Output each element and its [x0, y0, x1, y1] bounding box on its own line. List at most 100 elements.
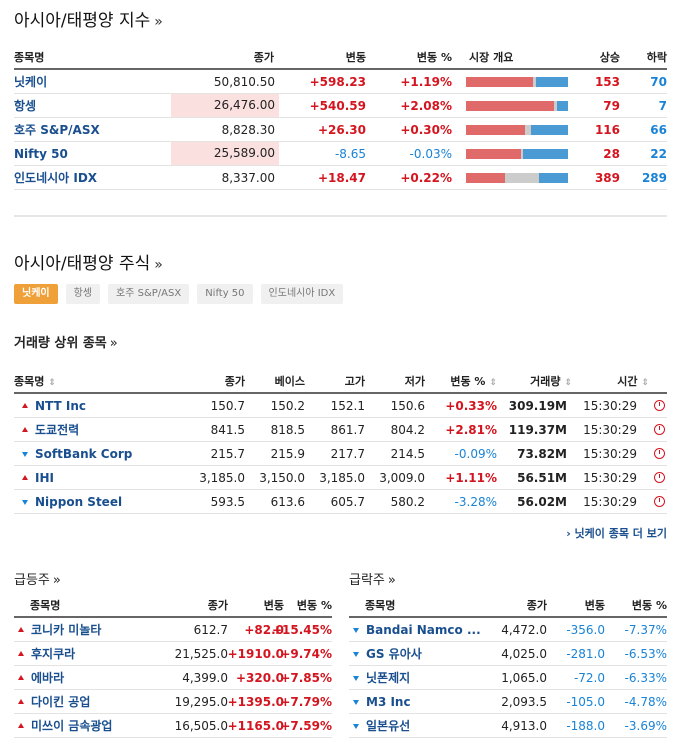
stock-name-cell[interactable]: NTT Inc — [22, 399, 86, 413]
index-name-link[interactable]: Nifty 50 — [14, 146, 68, 161]
arrow-down-icon — [22, 451, 28, 457]
stock-name-cell[interactable]: 후지쿠라 — [18, 645, 75, 662]
stock-row[interactable]: SoftBank Corp 215.7 215.9 217.7 214.5 -0.09% 7… — [14, 442, 667, 466]
clock-icon — [654, 472, 665, 483]
stock-name-link[interactable]: 일본유선 — [366, 719, 411, 733]
stock-name-cell[interactable]: 다이킨 공업 — [18, 693, 90, 710]
index-pct: +0.22% — [400, 170, 452, 185]
volume-title-text: 거래량 상위 종목 — [14, 336, 107, 351]
stock-name-cell[interactable]: Bandai Namco ... — [353, 623, 481, 637]
index-row[interactable]: 인도네시아 IDX 8,337.00 +18.47 +0.22% 389 289 — [14, 166, 667, 190]
tab-market[interactable]: 인도네시아 IDX — [260, 284, 344, 304]
index-row[interactable]: Nifty 50 25,589.00 -8.65 -0.03% 28 22 — [14, 142, 667, 166]
volume-leaders-title[interactable]: 거래량 상위 종목» — [14, 332, 118, 351]
losers-title[interactable]: 급락주» — [349, 569, 396, 588]
stock-name-link[interactable]: NTT Inc — [35, 398, 86, 413]
stock-pct: -6.33% — [624, 670, 667, 685]
stock-time: 15:30:29 — [583, 422, 637, 437]
gainer-row[interactable]: 미쓰이 금속광업 16,505.0 +1165.0 +7.59% — [14, 714, 332, 738]
stock-change: +1165.0 — [227, 718, 284, 733]
market-breadth-down-bar — [536, 77, 568, 87]
stock-name-cell[interactable]: GS 유아사 — [353, 645, 422, 662]
stock-name-cell[interactable]: M3 Inc — [353, 695, 411, 709]
stock-name-link[interactable]: 후지쿠라 — [31, 647, 76, 661]
stock-name-cell[interactable]: Nippon Steel — [22, 495, 122, 509]
index-row[interactable]: 호주 S&P/ASX 8,828.30 +26.30 +0.30% 116 66 — [14, 118, 667, 142]
index-row[interactable]: 항셍 26,476.00 +540.59 +2.08% 79 7 — [14, 94, 667, 118]
gainer-row[interactable]: 다이킨 공업 19,295.0 +1395.0 +7.79% — [14, 690, 332, 714]
loser-row[interactable]: M3 Inc 2,093.5 -105.0 -4.78% — [349, 690, 667, 714]
index-change: +540.59 — [309, 98, 366, 113]
col-pct-header[interactable]: 변동 % ⇕ — [450, 373, 497, 389]
gainers-title[interactable]: 급등주» — [14, 569, 61, 588]
loser-row[interactable]: Bandai Namco ... 4,472.0 -356.0 -7.37% — [349, 618, 667, 642]
stock-name-link[interactable]: Nippon Steel — [35, 494, 123, 509]
gainer-row[interactable]: 코니카 미놀타 612.7 +82.0 +15.45% — [14, 618, 332, 642]
stock-name-link[interactable]: 닛폰제지 — [366, 671, 411, 685]
stock-name-link[interactable]: 미쓰이 금속광업 — [31, 719, 113, 733]
index-name-link[interactable]: 닛케이 — [14, 75, 48, 89]
losers-header-row: 종목명 종가 변동 변동 % — [349, 594, 667, 618]
stock-name-link[interactable]: GS 유아사 — [366, 647, 422, 661]
stock-name-link[interactable]: Bandai Namco ... — [366, 622, 481, 637]
stock-volume: 56.02M — [517, 494, 567, 509]
stock-name-link[interactable]: M3 Inc — [366, 694, 411, 709]
stock-row[interactable]: Nippon Steel 593.5 613.6 605.7 580.2 -3.28% 56… — [14, 490, 667, 514]
market-breadth-up-bar — [466, 173, 505, 183]
stocks-section-title[interactable]: 아시아/태평양 주식» — [14, 249, 163, 274]
stock-base: 818.5 — [270, 422, 305, 437]
stock-name-link[interactable]: 다이킨 공업 — [31, 695, 91, 709]
stock-low: 214.5 — [390, 446, 425, 461]
stock-name-cell[interactable]: 닛폰제지 — [353, 669, 410, 686]
stock-time: 15:30:29 — [583, 494, 637, 509]
stock-name-cell[interactable]: 미쓰이 금속광업 — [18, 717, 112, 734]
arrow-up-icon — [22, 427, 28, 432]
loser-row[interactable]: GS 유아사 4,025.0 -281.0 -6.53% — [349, 642, 667, 666]
index-name-link[interactable]: 호주 S&P/ASX — [14, 123, 100, 137]
index-name-link[interactable]: 인도네시아 IDX — [14, 171, 98, 185]
more-stocks-link[interactable]: › 닛케이 종목 더 보기 — [566, 527, 667, 540]
loser-row[interactable]: 일본유선 4,913.0 -188.0 -3.69% — [349, 714, 667, 738]
stock-name-link[interactable]: 에바라 — [31, 671, 65, 685]
col-pct-header: 변동 % — [416, 51, 452, 64]
stock-row[interactable]: 도쿄전력 841.5 818.5 861.7 804.2 +2.81% 119.37M 15:… — [14, 418, 667, 442]
indices-header-row: 종목명 종가 변동 변동 % 시장 개요 상승 하락 — [14, 46, 667, 70]
tab-market[interactable]: 호주 S&P/ASX — [108, 284, 190, 304]
stock-name-cell[interactable]: 도쿄전력 — [22, 421, 79, 438]
tab-market[interactable]: 항셍 — [65, 284, 101, 304]
clock-icon — [654, 424, 665, 435]
stock-price: 19,295.0 — [174, 694, 228, 709]
col-base-header: 베이스 — [274, 375, 305, 388]
stock-low: 150.6 — [390, 398, 425, 413]
indices-section-title[interactable]: 아시아/태평양 지수» — [14, 6, 163, 31]
stock-pct: +9.74% — [280, 646, 332, 661]
gainer-row[interactable]: 후지쿠라 21,525.0 +1910.0 +9.74% — [14, 642, 332, 666]
col-time-header[interactable]: 시간 ⇕ — [617, 373, 649, 389]
stock-name-cell[interactable]: 에바라 — [18, 669, 64, 686]
index-name-link[interactable]: 항셍 — [14, 99, 37, 113]
gainer-row[interactable]: 에바라 4,399.0 +320.0 +7.85% — [14, 666, 332, 690]
stock-name-cell[interactable]: IHI — [22, 471, 54, 485]
stock-name-link[interactable]: SoftBank Corp — [35, 446, 133, 461]
col-name-header[interactable]: 종목명 ⇕ — [14, 373, 56, 389]
col-volume-header[interactable]: 거래량 ⇕ — [530, 373, 572, 389]
stock-pct: -0.09% — [454, 446, 497, 461]
stocks-title: 아시아/태평양 주식 — [14, 254, 151, 274]
stock-name-link[interactable]: 도쿄전력 — [35, 423, 80, 437]
stock-name-link[interactable]: IHI — [35, 470, 54, 485]
sort-icon: ⇕ — [564, 378, 572, 388]
index-up-count: 28 — [603, 146, 620, 161]
index-row[interactable]: 닛케이 50,810.50 +598.23 +1.19% 153 70 — [14, 70, 667, 94]
stock-pct: -3.28% — [454, 494, 497, 509]
stock-row[interactable]: NTT Inc 150.7 150.2 152.1 150.6 +0.33% 309.19M… — [14, 394, 667, 418]
stock-row[interactable]: IHI 3,185.0 3,150.0 3,185.0 3,009.0 +1.11% 56.… — [14, 466, 667, 490]
loser-row[interactable]: 닛폰제지 1,065.0 -72.0 -6.33% — [349, 666, 667, 690]
stock-name-cell[interactable]: SoftBank Corp — [22, 447, 132, 461]
stock-pct: +2.81% — [445, 422, 497, 437]
arrow-up-icon — [22, 474, 28, 480]
stock-name-cell[interactable]: 일본유선 — [353, 717, 410, 734]
tab-market[interactable]: 닛케이 — [14, 284, 58, 304]
stock-name-cell[interactable]: 코니카 미놀타 — [18, 621, 101, 638]
stock-name-link[interactable]: 코니카 미놀타 — [31, 623, 102, 637]
tab-market[interactable]: Nifty 50 — [197, 284, 253, 304]
